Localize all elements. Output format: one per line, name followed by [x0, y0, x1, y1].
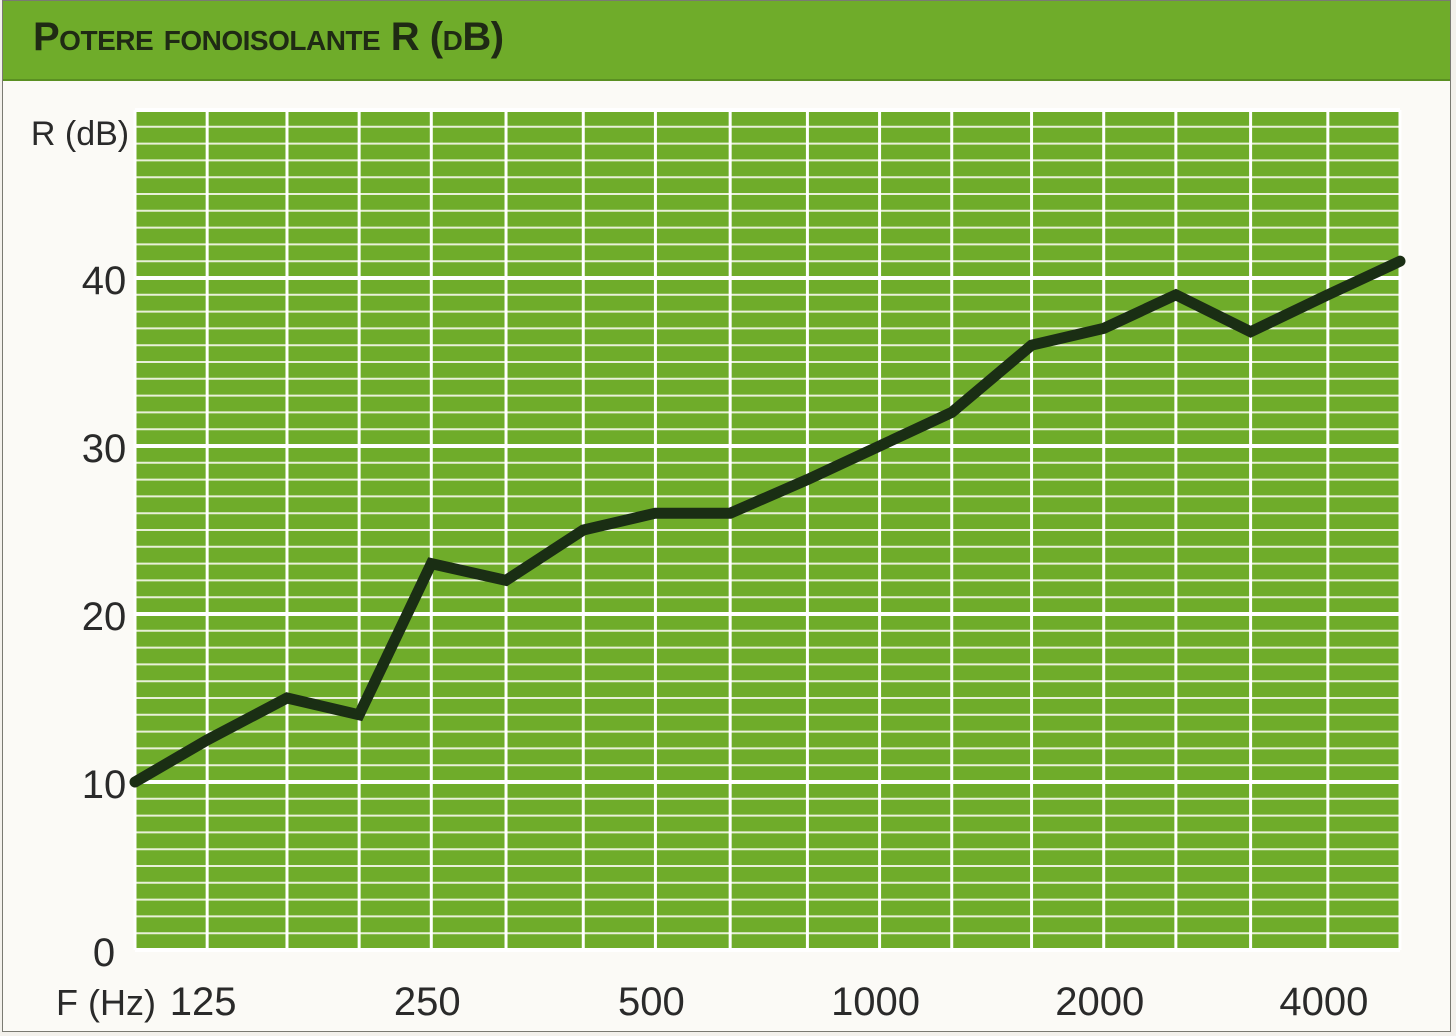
y-tick-label: 0 — [93, 931, 115, 975]
y-tick-label: 30 — [82, 427, 127, 471]
chart-header: Potere fonoisolante R (dB) — [3, 1, 1450, 81]
y-tick-label: 10 — [82, 763, 127, 807]
x-tick-label: 125 — [170, 980, 237, 1024]
x-axis-ticks: 125 250 500 1000 2000 4000 — [170, 980, 1369, 1024]
x-tick-label: 1000 — [831, 980, 920, 1024]
x-tick-label: 250 — [394, 980, 461, 1024]
y-axis-label: R (dB) — [31, 115, 129, 153]
series-layer — [129, 255, 1406, 788]
x-tick-label: 4000 — [1279, 980, 1368, 1024]
y-tick-label: 20 — [82, 595, 127, 639]
y-axis-ticks: 0 10 20 30 40 — [82, 259, 127, 975]
grid — [133, 108, 1402, 952]
x-tick-label: 2000 — [1055, 980, 1144, 1024]
x-axis-label: F (Hz) — [56, 982, 156, 1023]
x-tick-label: 500 — [618, 980, 685, 1024]
y-tick-label: 40 — [82, 259, 127, 303]
chart-title: Potere fonoisolante R (dB) — [33, 15, 504, 59]
series-line — [129, 255, 1406, 788]
